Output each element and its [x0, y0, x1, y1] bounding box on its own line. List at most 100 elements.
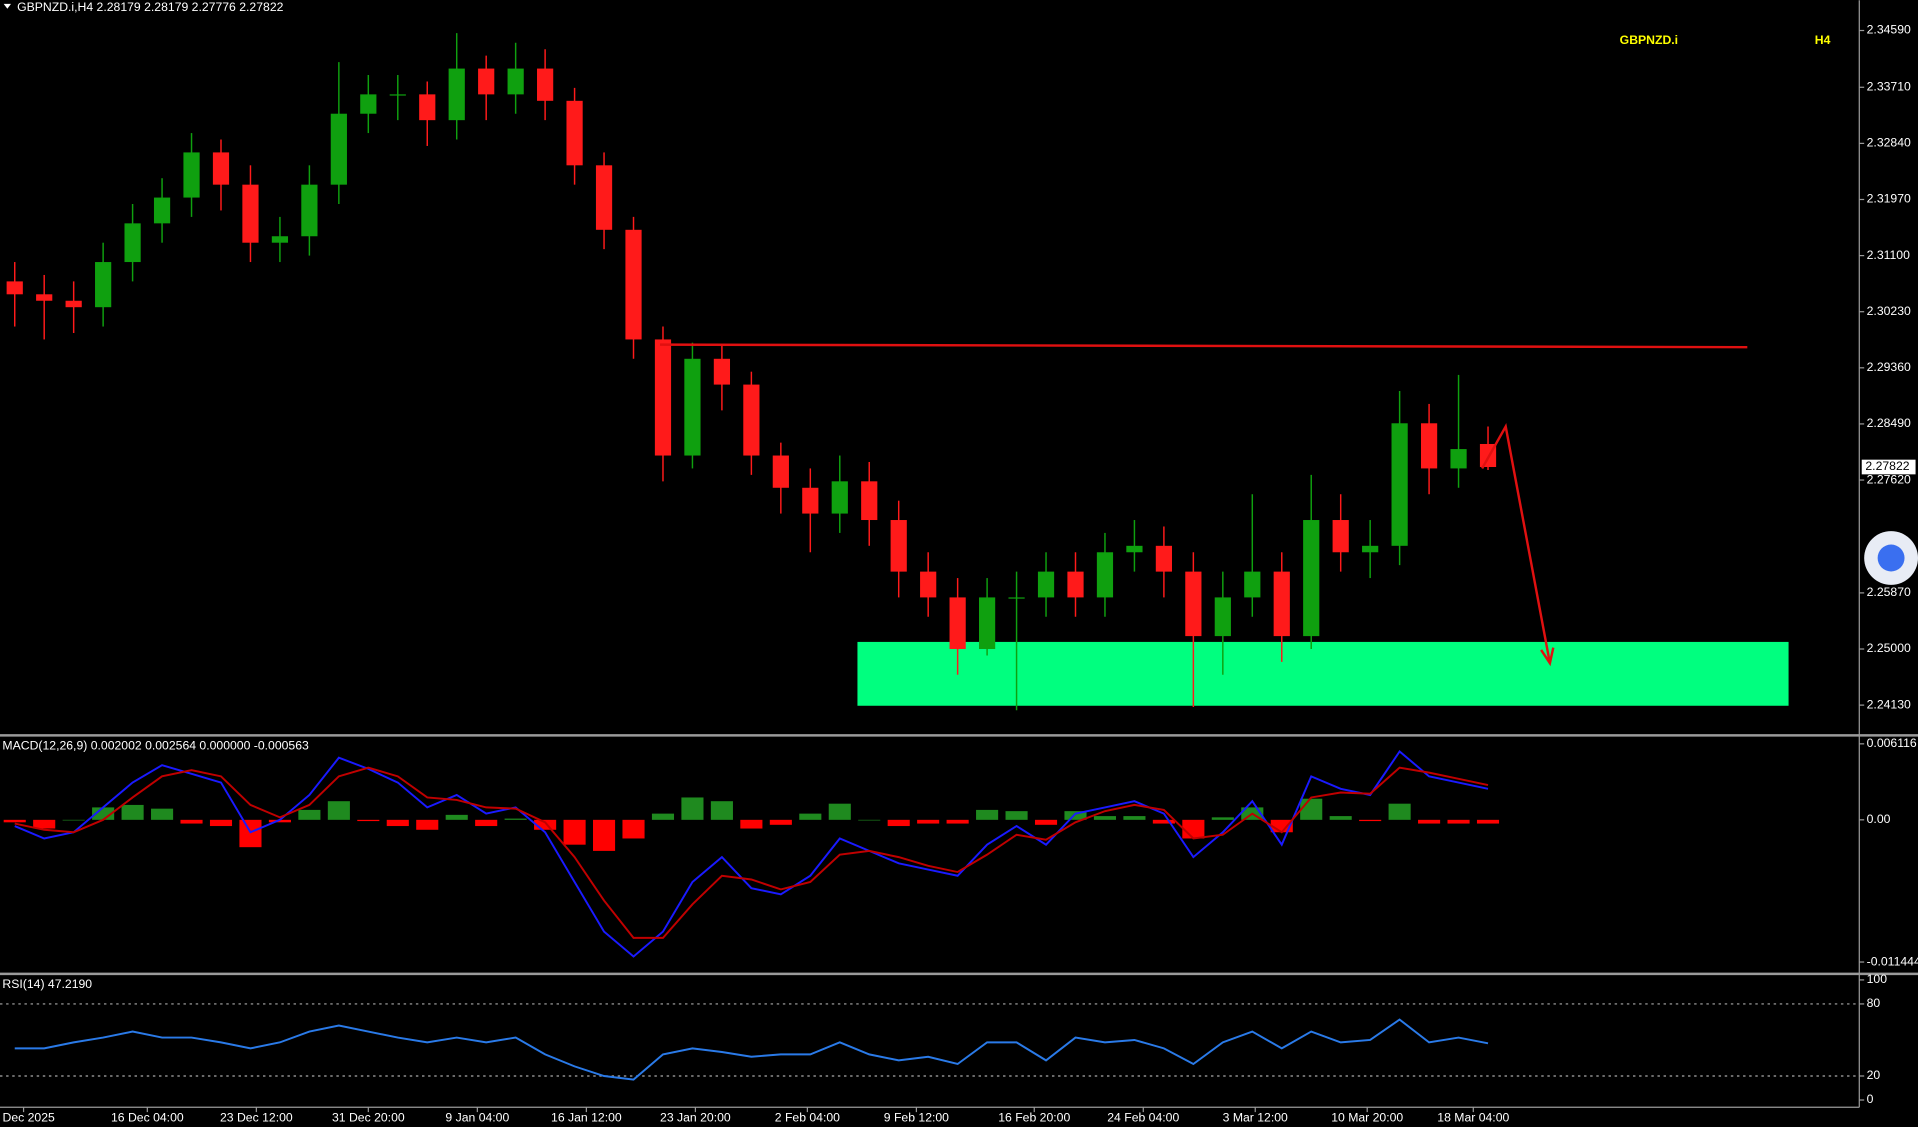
candle-body — [802, 487, 819, 514]
pane-0 — [6, 33, 1789, 711]
histogram-bar — [1300, 798, 1323, 820]
y-tick-label: 2.27620 — [1867, 472, 1911, 486]
histogram-bar — [33, 819, 56, 829]
candle-body — [1303, 520, 1320, 637]
y-tick-label: 2.33710 — [1867, 80, 1911, 94]
candle-body — [1244, 571, 1261, 598]
histogram-bar — [1093, 816, 1117, 820]
candle-body — [330, 113, 347, 185]
histogram-bar — [1476, 819, 1500, 824]
candle-body — [1126, 545, 1143, 553]
candle-body — [389, 94, 406, 96]
histogram-bar — [1388, 803, 1411, 820]
candle-body — [772, 455, 789, 488]
candle-body — [301, 184, 318, 237]
candle-body — [1214, 597, 1231, 637]
rsi-line — [14, 1018, 1489, 1081]
y-tick-label: 80 — [1867, 996, 1881, 1010]
last-price-label: 2.27822 — [1865, 459, 1909, 473]
x-tick-label: 2 Feb 04:00 — [775, 1110, 840, 1124]
histogram-bar — [268, 819, 291, 823]
histogram-bar — [1211, 817, 1234, 820]
y-tick-label: 2.24130 — [1867, 697, 1911, 711]
candle-body — [1155, 545, 1172, 572]
histogram-bar — [976, 809, 999, 820]
x-tick-label: 3 Mar 12:00 — [1223, 1110, 1288, 1124]
candle-body — [566, 100, 583, 166]
candle-body — [537, 68, 554, 101]
candle-body — [124, 223, 141, 263]
widget-icon[interactable] — [1877, 544, 1905, 572]
histogram-bar — [386, 819, 409, 827]
histogram-bar — [1005, 811, 1028, 820]
support-zone — [857, 641, 1789, 706]
y-tick-label: 2.30230 — [1867, 304, 1911, 318]
histogram-bar — [239, 819, 262, 848]
histogram-bar — [740, 819, 763, 829]
histogram-bar — [327, 801, 350, 820]
candle-body — [65, 300, 82, 308]
x-tick-label: 8 Dec 2025 — [0, 1110, 55, 1124]
y-tick-label: 2.25000 — [1867, 641, 1911, 655]
candle-body — [448, 68, 465, 121]
x-tick-label: 23 Dec 12:00 — [220, 1110, 293, 1124]
x-tick-label: 16 Dec 04:00 — [111, 1110, 184, 1124]
x-tick-label: 9 Jan 04:00 — [445, 1110, 509, 1124]
histogram-bar — [3, 819, 26, 823]
candle-body — [1420, 423, 1438, 469]
widget-button[interactable] — [1864, 531, 1918, 585]
y-tick-label: 2.31970 — [1867, 192, 1911, 206]
candle-body — [1273, 571, 1290, 637]
candle-body — [890, 520, 907, 572]
chart-subtitle: H4 — [1815, 33, 1831, 47]
candle-body — [1067, 571, 1084, 598]
resistance-line — [660, 343, 1748, 349]
indicator-label: MACD(12,26,9) 0.002002 0.002564 0.000000… — [2, 739, 309, 753]
x-tick-label: 9 Feb 12:00 — [884, 1110, 949, 1124]
y-tick-label: -0.011444 — [1867, 954, 1918, 968]
pane-1 — [3, 750, 1500, 958]
histogram-bar — [62, 819, 85, 821]
histogram-bar — [828, 803, 851, 820]
histogram-bar — [710, 801, 733, 820]
indicator-label: RSI(14) 47.2190 — [2, 977, 92, 991]
histogram-bar — [180, 819, 203, 824]
histogram-bar — [1152, 819, 1175, 824]
candle-body — [153, 197, 171, 224]
histogram-bar — [1418, 819, 1441, 824]
histogram-bar — [651, 813, 675, 820]
candle-body — [242, 184, 259, 243]
histogram-bar — [1123, 816, 1146, 820]
histogram-bar — [209, 819, 233, 827]
chart-title: GBPNZD.i — [1620, 33, 1678, 47]
histogram-bar — [858, 819, 881, 821]
histogram-bar — [534, 819, 557, 830]
candle-body — [1185, 571, 1202, 637]
y-tick-label: 0.006116 — [1867, 736, 1917, 750]
candle-body — [507, 68, 524, 95]
candle-body — [861, 481, 878, 521]
histogram-bar — [357, 819, 380, 822]
candle-body — [978, 597, 996, 650]
histogram-bar — [1182, 819, 1205, 839]
candle-body — [360, 94, 377, 114]
candle-body — [95, 262, 112, 308]
candle-body — [1332, 520, 1349, 553]
y-tick-label: 20 — [1867, 1068, 1881, 1082]
histogram-bar — [946, 819, 969, 824]
x-tick-label: 24 Feb 04:00 — [1107, 1110, 1179, 1124]
candle-body — [625, 229, 642, 340]
y-tick-label: 2.28490 — [1867, 416, 1911, 430]
candle-body — [1391, 423, 1408, 546]
candle-body — [419, 94, 436, 121]
histogram-bar — [917, 819, 940, 824]
candle-body — [831, 481, 848, 514]
candle-body — [1008, 597, 1025, 599]
candle-body — [478, 68, 495, 95]
histogram-bar — [592, 819, 616, 851]
y-tick-label: 2.29360 — [1867, 360, 1911, 374]
histogram-bar — [1034, 819, 1058, 825]
